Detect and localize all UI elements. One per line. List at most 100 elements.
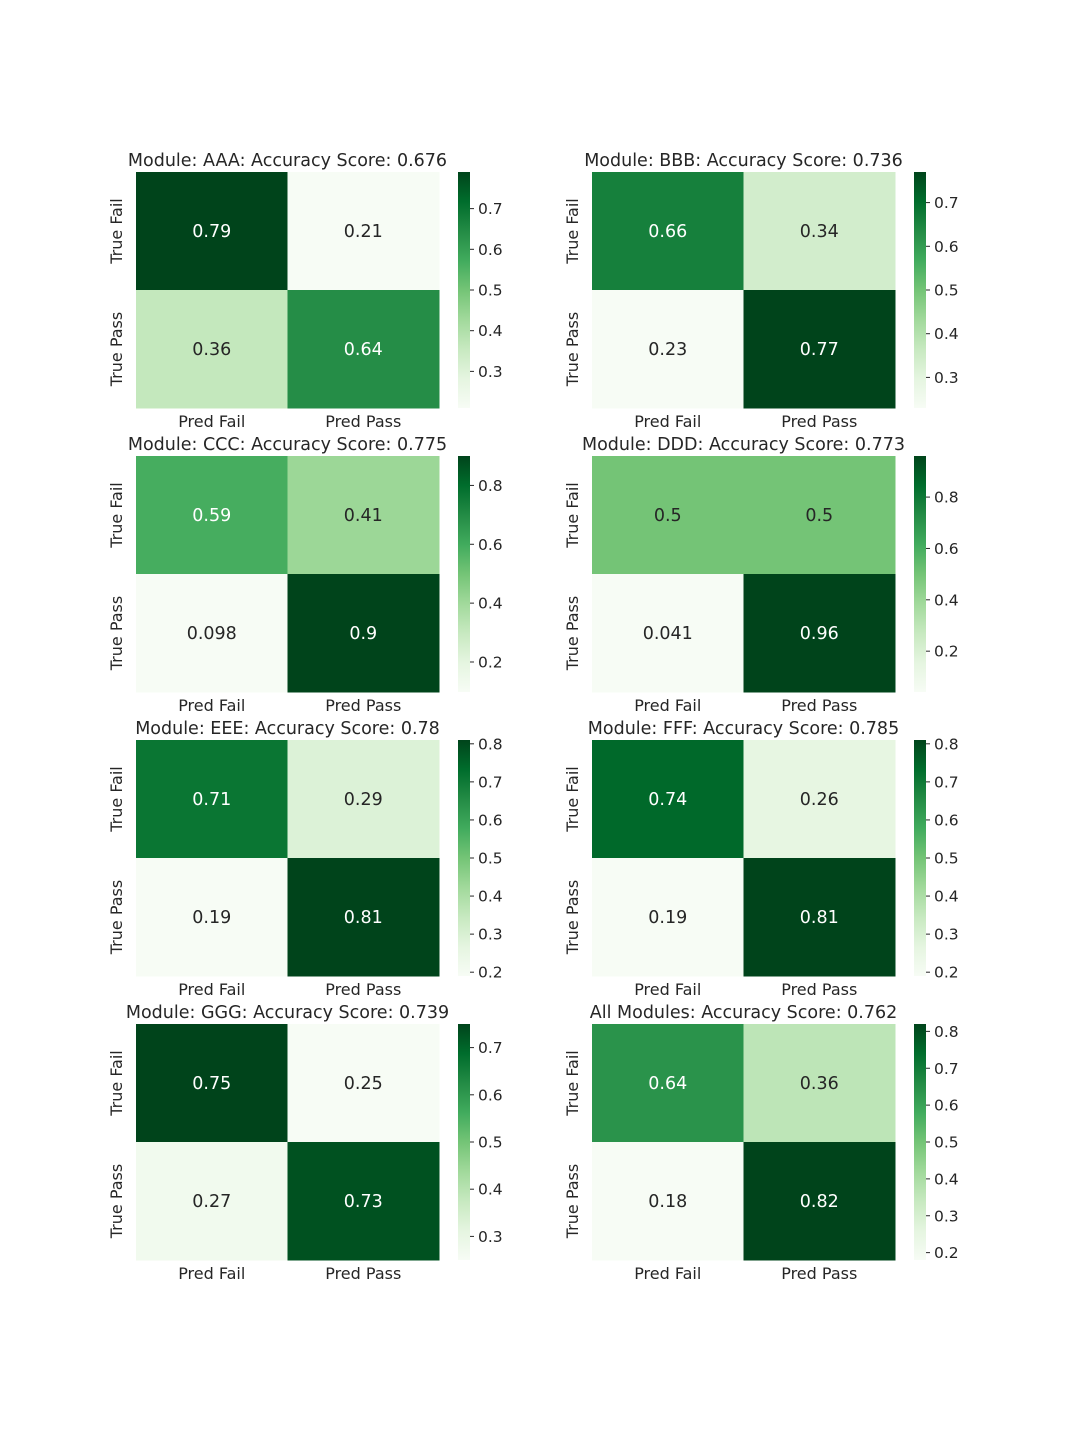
chart-0-cell-label-1-1: 0.64 xyxy=(344,340,383,360)
chart-3-cell-0-0 xyxy=(592,456,744,575)
chart-2-cell-label-1-1: 0.9 xyxy=(349,624,377,644)
chart-6-xtick-0: Pred Fail xyxy=(178,1264,245,1283)
chart-6-colorbar-tick-label-2: 0.5 xyxy=(478,1134,503,1152)
chart-7-cell-1-0 xyxy=(592,1142,744,1261)
chart-7-colorbar-tick-label-4: 0.6 xyxy=(934,1097,959,1115)
chart-6-ytick-1: True Pass xyxy=(107,1164,126,1239)
chart-1-cell-0-1 xyxy=(743,172,896,291)
chart-7-colorbar-tick-label-2: 0.4 xyxy=(934,1170,959,1188)
chart-0-colorbar xyxy=(458,172,470,408)
chart-2-colorbar-tick-label-2: 0.6 xyxy=(478,536,503,554)
chart-2-ytick-0: True Fail xyxy=(107,482,126,549)
chart-3-xtick-1: Pred Pass xyxy=(781,696,857,715)
chart-6-colorbar-tick-label-4: 0.7 xyxy=(478,1039,503,1057)
chart-3-cell-label-0-0: 0.5 xyxy=(654,506,682,526)
chart-2-xtick-1: Pred Pass xyxy=(325,696,401,715)
chart-7-cell-1-1 xyxy=(743,1142,896,1261)
chart-3-title: Module: DDD: Accuracy Score: 0.773 xyxy=(582,435,905,455)
chart-2-title: Module: CCC: Accuracy Score: 0.775 xyxy=(128,435,447,455)
chart-4-cell-0-1 xyxy=(287,740,440,859)
chart-5-cell-label-0-0: 0.74 xyxy=(648,790,687,810)
chart-5-cell-label-1-1: 0.81 xyxy=(800,908,839,928)
chart-1-xtick-0: Pred Fail xyxy=(634,412,701,431)
chart-5-colorbar-tick-label-3: 0.5 xyxy=(934,850,959,868)
chart-6-cell-label-1-0: 0.27 xyxy=(192,1192,231,1212)
chart-0-ytick-1: True Pass xyxy=(107,312,126,387)
chart-7-cell-label-1-0: 0.18 xyxy=(648,1192,687,1212)
chart-7-cell-0-1 xyxy=(743,1024,896,1143)
chart-5-cell-0-0 xyxy=(592,740,744,859)
chart-1-cell-1-1 xyxy=(743,290,896,409)
chart-7-colorbar-tick-label-1: 0.3 xyxy=(934,1207,959,1225)
chart-5-ytick-1: True Pass xyxy=(563,880,582,955)
chart-0-colorbar-tick-label-1: 0.4 xyxy=(478,322,503,340)
chart-3-colorbar-tick-label-2: 0.6 xyxy=(934,540,959,558)
chart-1-xtick-1: Pred Pass xyxy=(781,412,857,431)
chart-3-colorbar-tick-label-0: 0.2 xyxy=(934,643,959,661)
chart-0-cell-1-0 xyxy=(136,290,288,409)
chart-6-ytick-0: True Fail xyxy=(107,1050,126,1117)
chart-6-title: Module: GGG: Accuracy Score: 0.739 xyxy=(126,1003,449,1023)
chart-1-colorbar-tick-label-2: 0.5 xyxy=(934,282,959,300)
chart-1-title: Module: BBB: Accuracy Score: 0.736 xyxy=(584,151,903,171)
chart-6-colorbar-tick-label-0: 0.3 xyxy=(478,1228,503,1246)
chart-5-xtick-0: Pred Fail xyxy=(634,980,701,999)
chart-6-cell-1-1 xyxy=(287,1142,440,1261)
chart-1-cell-0-0 xyxy=(592,172,744,291)
chart-3-colorbar xyxy=(914,456,926,692)
chart-4-ytick-0: True Fail xyxy=(107,766,126,833)
chart-5-colorbar-tick-label-0: 0.2 xyxy=(934,964,959,982)
chart-4-colorbar-tick-label-4: 0.6 xyxy=(478,811,503,829)
chart-0-xtick-0: Pred Fail xyxy=(178,412,245,431)
chart-4-cell-label-1-0: 0.19 xyxy=(192,908,231,928)
chart-4-colorbar-tick-label-1: 0.3 xyxy=(478,926,503,944)
chart-2-colorbar-tick-label-3: 0.8 xyxy=(478,477,503,495)
chart-5-cell-1-0 xyxy=(592,858,744,977)
chart-0-cell-label-0-0: 0.79 xyxy=(192,222,231,242)
chart-6-xtick-1: Pred Pass xyxy=(325,1264,401,1283)
chart-5-cell-1-1 xyxy=(743,858,896,977)
chart-2-cell-1-1 xyxy=(287,574,440,693)
chart-4-title: Module: EEE: Accuracy Score: 0.78 xyxy=(135,719,440,739)
chart-2-colorbar xyxy=(458,456,470,692)
chart-0-cell-0-1 xyxy=(287,172,440,291)
chart-0-colorbar-tick-label-2: 0.5 xyxy=(478,282,503,300)
chart-1-cell-label-1-0: 0.23 xyxy=(648,340,687,360)
chart-2-cell-1-0 xyxy=(136,574,288,693)
chart-4-cell-0-0 xyxy=(136,740,288,859)
chart-2-colorbar-tick-label-0: 0.2 xyxy=(478,653,503,671)
chart-6-cell-label-0-1: 0.25 xyxy=(344,1074,383,1094)
chart-2-cell-0-1 xyxy=(287,456,440,575)
chart-7-xtick-1: Pred Pass xyxy=(781,1264,857,1283)
chart-7-colorbar-tick-label-6: 0.8 xyxy=(934,1023,959,1041)
chart-4-colorbar-tick-label-5: 0.7 xyxy=(478,773,503,791)
chart-6-cell-0-1 xyxy=(287,1024,440,1143)
chart-1-colorbar-tick-label-3: 0.6 xyxy=(934,238,959,256)
chart-1-colorbar xyxy=(914,172,926,408)
chart-3-cell-label-1-0: 0.041 xyxy=(643,624,693,644)
chart-0-colorbar-tick-label-3: 0.6 xyxy=(478,241,503,259)
chart-0-colorbar-tick-label-0: 0.3 xyxy=(478,363,503,381)
chart-1-colorbar-tick-label-4: 0.7 xyxy=(934,194,959,212)
chart-4-cell-1-0 xyxy=(136,858,288,977)
chart-3-cell-label-1-1: 0.96 xyxy=(800,624,839,644)
chart-7-colorbar-tick-label-5: 0.7 xyxy=(934,1060,959,1078)
chart-7-cell-label-0-1: 0.36 xyxy=(800,1074,839,1094)
chart-7-ytick-0: True Fail xyxy=(563,1050,582,1117)
chart-5-cell-label-0-1: 0.26 xyxy=(800,790,839,810)
chart-0-title: Module: AAA: Accuracy Score: 0.676 xyxy=(128,151,447,171)
chart-3-xtick-0: Pred Fail xyxy=(634,696,701,715)
chart-4-cell-label-1-1: 0.81 xyxy=(344,908,383,928)
chart-3-colorbar-tick-label-1: 0.4 xyxy=(934,591,959,609)
chart-6-cell-0-0 xyxy=(136,1024,288,1143)
chart-3-ytick-1: True Pass xyxy=(563,596,582,671)
chart-7-cell-label-1-1: 0.82 xyxy=(800,1192,839,1212)
chart-5-colorbar-tick-label-5: 0.7 xyxy=(934,773,959,791)
chart-0-cell-label-0-1: 0.21 xyxy=(344,222,383,242)
chart-6-colorbar-tick-label-1: 0.4 xyxy=(478,1181,503,1199)
chart-4-xtick-0: Pred Fail xyxy=(178,980,245,999)
chart-1-colorbar-tick-label-0: 0.3 xyxy=(934,369,959,387)
chart-0-colorbar-tick-label-4: 0.7 xyxy=(478,200,503,218)
chart-0-ytick-0: True Fail xyxy=(107,198,126,265)
